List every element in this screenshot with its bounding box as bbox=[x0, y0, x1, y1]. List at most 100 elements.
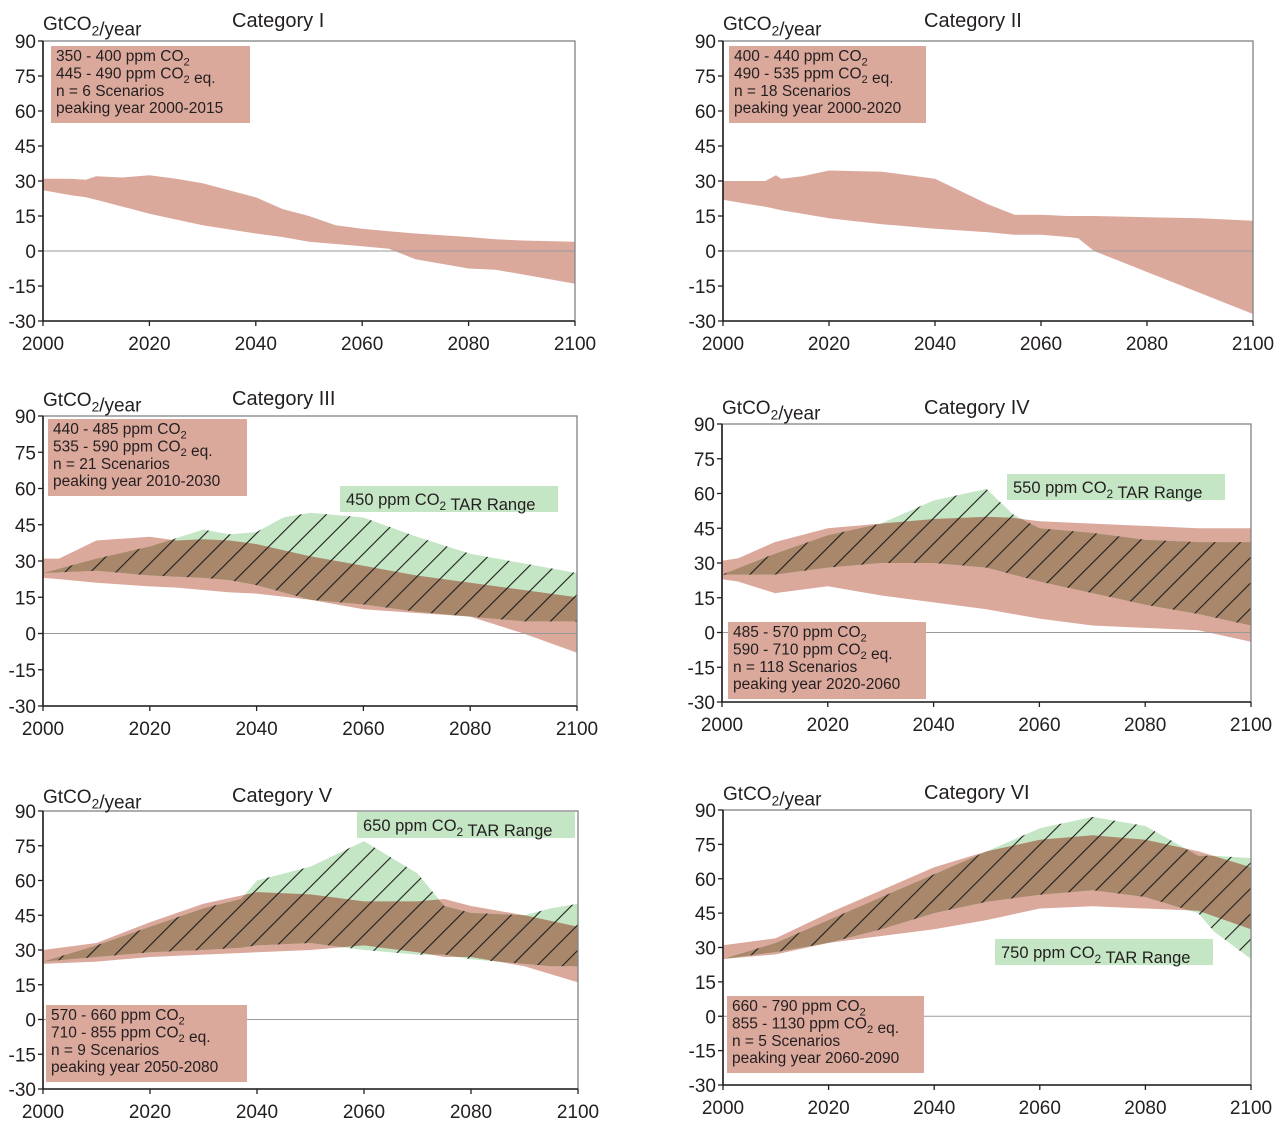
y-tick-label: 15 bbox=[695, 973, 716, 994]
x-tick-label: 2100 bbox=[557, 1102, 599, 1123]
y-tick-label: 0 bbox=[25, 625, 36, 646]
y-tick-label: 75 bbox=[695, 67, 716, 88]
y-tick-label: 15 bbox=[694, 589, 715, 610]
x-tick-label: 2020 bbox=[808, 334, 850, 355]
x-tick-label: 2080 bbox=[447, 334, 489, 355]
y-tick-label: 60 bbox=[695, 102, 716, 123]
x-tick-label: 2020 bbox=[807, 1098, 849, 1119]
x-tick-label: 2000 bbox=[22, 334, 64, 355]
y-tick-label: 75 bbox=[15, 67, 36, 88]
tar-label-background bbox=[340, 486, 558, 512]
info-line: n = 118 Scenarios bbox=[733, 659, 857, 676]
y-tick-label: 90 bbox=[15, 407, 36, 428]
x-tick-label: 2060 bbox=[341, 334, 383, 355]
info-line: peaking year 2000-2015 bbox=[56, 100, 223, 117]
y-unit-label: GtCO2/year bbox=[43, 787, 142, 814]
x-tick-label: 2100 bbox=[1230, 715, 1272, 736]
info-line: n = 5 Scenarios bbox=[732, 1033, 840, 1050]
category-title: Category III bbox=[232, 388, 335, 410]
y-tick-label: -30 bbox=[689, 1076, 716, 1097]
x-tick-label: 2060 bbox=[343, 1102, 385, 1123]
info-line: n = 18 Scenarios bbox=[734, 83, 851, 100]
y-unit-label: GtCO2/year bbox=[43, 14, 142, 41]
tar-range-label: 450 ppm CO2 TAR Range bbox=[340, 486, 558, 514]
category-title: Category I bbox=[232, 10, 324, 32]
y-tick-label: 30 bbox=[694, 554, 715, 575]
y-tick-label: 75 bbox=[694, 450, 715, 471]
y-tick-label: 45 bbox=[695, 904, 716, 925]
y-tick-label: 15 bbox=[15, 976, 36, 997]
y-tick-label: -15 bbox=[688, 658, 715, 679]
info-line: n = 21 Scenarios bbox=[53, 456, 170, 473]
y-tick-label: 0 bbox=[25, 242, 36, 263]
y-tick-label: 90 bbox=[15, 802, 36, 823]
y-tick-label: 75 bbox=[15, 443, 36, 464]
info-line: 440 - 485 ppm CO2 bbox=[53, 421, 187, 442]
y-tick-label: 45 bbox=[15, 906, 36, 927]
tar-range-hatch bbox=[723, 816, 1251, 959]
y-tick-label: 30 bbox=[695, 939, 716, 960]
x-tick-label: 2080 bbox=[1126, 334, 1168, 355]
info-box-background bbox=[51, 46, 250, 123]
y-unit-label: GtCO2/year bbox=[723, 784, 822, 811]
y-tick-label: 15 bbox=[695, 207, 716, 228]
tar-label-text: 650 ppm CO2 TAR Range bbox=[363, 817, 552, 840]
info-line: 660 - 790 ppm CO2 bbox=[732, 998, 866, 1019]
info-line: peaking year 2060-2090 bbox=[732, 1050, 900, 1067]
y-tick-label: -30 bbox=[688, 693, 715, 714]
y-tick-label: 15 bbox=[15, 207, 36, 228]
info-box-background bbox=[727, 996, 924, 1073]
x-tick-label: 2060 bbox=[1018, 715, 1060, 736]
x-tick-label: 2040 bbox=[236, 1102, 278, 1123]
x-tick-label: 2100 bbox=[1230, 1098, 1272, 1119]
info-line: 590 - 710 ppm CO2 eq. bbox=[733, 641, 893, 663]
y-tick-label: 90 bbox=[694, 415, 715, 436]
info-line: 485 - 570 ppm CO2 bbox=[733, 624, 867, 645]
x-tick-label: 2080 bbox=[450, 1102, 492, 1123]
y-tick-label: 60 bbox=[15, 102, 36, 123]
info-line: 570 - 660 ppm CO2 bbox=[51, 1007, 185, 1028]
y-tick-label: 30 bbox=[695, 172, 716, 193]
tar-range-label: 750 ppm CO2 TAR Range bbox=[995, 939, 1213, 967]
y-tick-label: -15 bbox=[9, 661, 36, 682]
category-title: Category II bbox=[924, 10, 1022, 32]
tar-range-label: 650 ppm CO2 TAR Range bbox=[357, 812, 575, 840]
tar-label-text: 450 ppm CO2 TAR Range bbox=[346, 491, 535, 514]
x-tick-label: 2060 bbox=[1019, 1098, 1061, 1119]
x-tick-label: 2000 bbox=[702, 1098, 744, 1119]
tar-range-hatch bbox=[722, 488, 1251, 626]
x-tick-label: 2080 bbox=[1124, 1098, 1166, 1119]
x-tick-label: 2040 bbox=[914, 334, 956, 355]
y-tick-label: 45 bbox=[15, 137, 36, 158]
y-unit-label: GtCO2/year bbox=[722, 398, 821, 425]
info-line: 855 - 1130 ppm CO2 eq. bbox=[732, 1015, 899, 1037]
x-tick-label: 2060 bbox=[1020, 334, 1062, 355]
x-tick-label: 2020 bbox=[129, 1102, 171, 1123]
info-line: n = 9 Scenarios bbox=[51, 1042, 159, 1059]
tar-label-background bbox=[995, 939, 1213, 965]
x-tick-label: 2040 bbox=[912, 715, 954, 736]
y-tick-label: 45 bbox=[694, 519, 715, 540]
y-unit-label: GtCO2/year bbox=[43, 390, 142, 417]
scenario-range-band bbox=[43, 175, 575, 284]
category-title: Category IV bbox=[924, 397, 1030, 419]
y-tick-label: 60 bbox=[15, 872, 36, 893]
y-tick-label: -15 bbox=[689, 277, 716, 298]
x-tick-label: 2100 bbox=[1232, 334, 1274, 355]
x-tick-label: 2020 bbox=[128, 334, 170, 355]
y-tick-label: 0 bbox=[704, 624, 715, 645]
x-tick-label: 2060 bbox=[342, 719, 384, 740]
y-tick-label: 30 bbox=[15, 552, 36, 573]
y-tick-label: -15 bbox=[9, 1045, 36, 1066]
y-tick-label: 90 bbox=[695, 801, 716, 822]
y-tick-label: 60 bbox=[694, 485, 715, 506]
tar-label-text: 550 ppm CO2 TAR Range bbox=[1013, 479, 1202, 502]
